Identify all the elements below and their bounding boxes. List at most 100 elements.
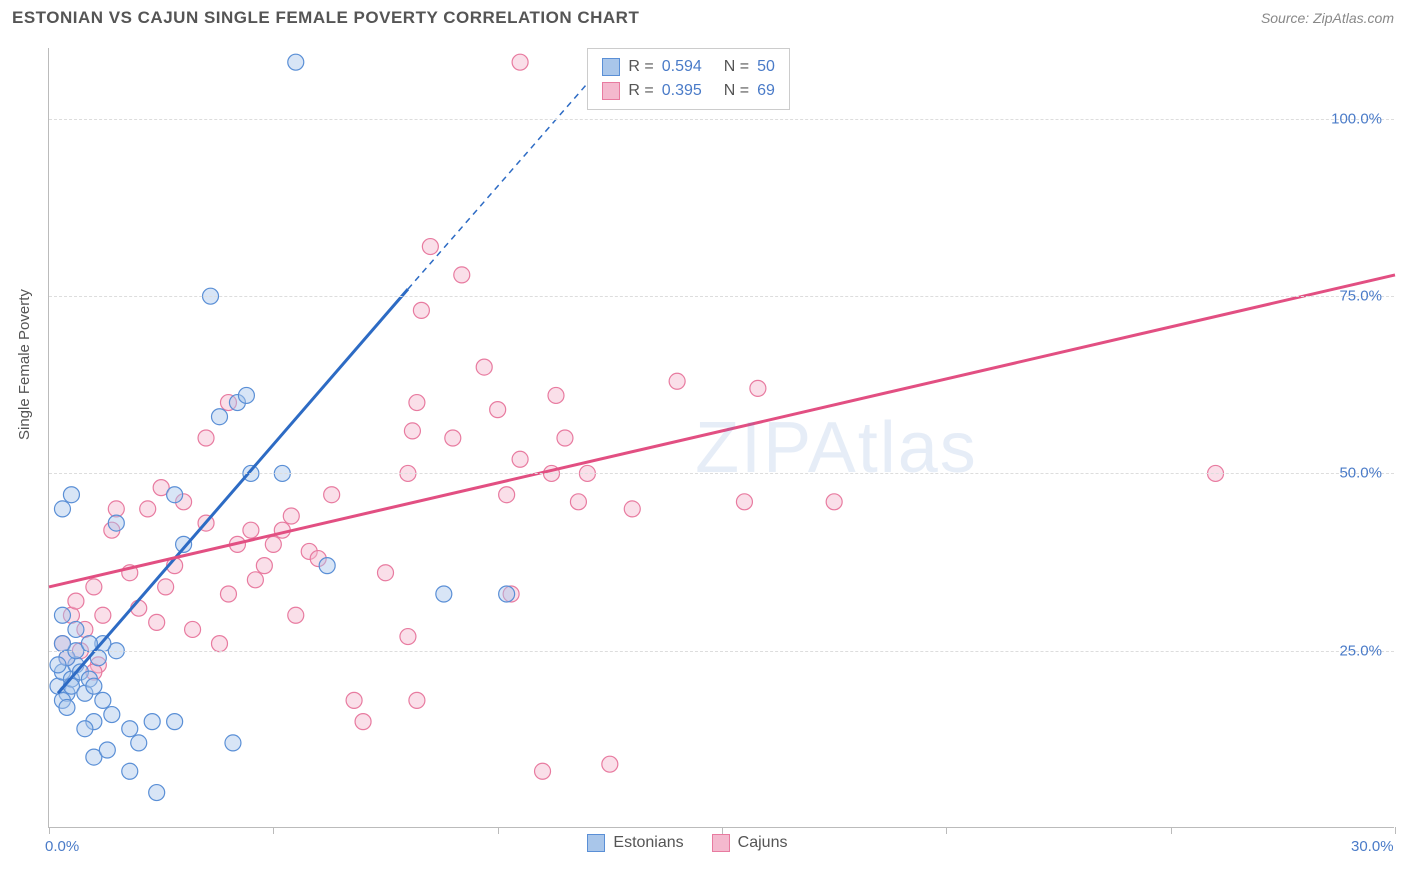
cajuns-point: [86, 579, 102, 595]
estonians-point: [211, 409, 227, 425]
cajuns-swatch: [602, 82, 620, 100]
estonians-point: [54, 636, 70, 652]
estonians-point: [225, 735, 241, 751]
cajuns-point: [220, 586, 236, 602]
y-tick-label: 100.0%: [1331, 110, 1382, 127]
gridline: [49, 119, 1394, 120]
cajuns-point: [409, 395, 425, 411]
estonians-point: [54, 501, 70, 517]
estonians-point: [499, 586, 515, 602]
cajuns-point: [355, 714, 371, 730]
cajuns-point: [400, 629, 416, 645]
x-tick-label: 30.0%: [1351, 838, 1394, 855]
cajuns-point: [499, 487, 515, 503]
estonians-regression-dash: [408, 83, 587, 289]
cajuns-point: [140, 501, 156, 517]
cajuns-point: [409, 692, 425, 708]
cajuns-point: [624, 501, 640, 517]
estonians-swatch: [587, 834, 605, 852]
estonians-point: [54, 607, 70, 623]
cajuns-point: [736, 494, 752, 510]
cajuns-point: [826, 494, 842, 510]
estonians-point: [122, 763, 138, 779]
cajuns-point: [185, 621, 201, 637]
estonians-point: [50, 657, 66, 673]
estonians-point: [86, 678, 102, 694]
legend-row: R = 0.395N = 69: [602, 79, 775, 103]
estonians-point: [436, 586, 452, 602]
legend-label: Estonians: [613, 834, 683, 852]
cajuns-point: [288, 607, 304, 623]
x-tick-label: 0.0%: [45, 838, 79, 855]
cajuns-regression-line: [49, 275, 1395, 587]
estonians-point: [149, 785, 165, 801]
plot-area: 25.0%50.0%75.0%100.0%0.0%30.0%ZIPAtlasR …: [48, 48, 1394, 828]
estonians-point: [319, 558, 335, 574]
cajuns-point: [149, 614, 165, 630]
cajuns-point: [265, 536, 281, 552]
cajuns-point: [476, 359, 492, 375]
estonians-point: [104, 707, 120, 723]
cajuns-point: [243, 522, 259, 538]
source-name: ZipAtlas.com: [1313, 10, 1394, 26]
gridline: [49, 473, 1394, 474]
x-tick: [1171, 827, 1172, 834]
cajuns-point: [454, 267, 470, 283]
cajuns-point: [602, 756, 618, 772]
estonians-point: [77, 721, 93, 737]
cajuns-point: [95, 607, 111, 623]
cajuns-point: [346, 692, 362, 708]
n-value: 69: [757, 79, 775, 103]
cajuns-point: [490, 402, 506, 418]
chart-svg: [49, 48, 1394, 827]
estonians-swatch: [602, 58, 620, 76]
cajuns-point: [324, 487, 340, 503]
cajuns-point: [669, 373, 685, 389]
cajuns-point: [256, 558, 272, 574]
estonians-point: [99, 742, 115, 758]
cajuns-point: [68, 593, 84, 609]
gridline: [49, 651, 1394, 652]
cajuns-point: [198, 430, 214, 446]
cajuns-point: [512, 54, 528, 70]
cajuns-point: [211, 636, 227, 652]
y-tick-label: 75.0%: [1339, 288, 1382, 305]
estonians-point: [95, 692, 111, 708]
r-value: 0.395: [662, 79, 702, 103]
series-legend: Estonians Cajuns: [587, 834, 787, 852]
y-axis-label: Single Female Poverty: [16, 289, 33, 440]
estonians-point: [238, 387, 254, 403]
y-tick-label: 25.0%: [1339, 642, 1382, 659]
cajuns-point: [413, 302, 429, 318]
cajuns-point: [422, 239, 438, 255]
r-value: 0.594: [662, 55, 702, 79]
estonians-point: [63, 487, 79, 503]
estonians-point: [108, 515, 124, 531]
estonians-point: [144, 714, 160, 730]
estonians-point: [167, 487, 183, 503]
n-label: N =: [724, 55, 749, 79]
r-label: R =: [628, 55, 653, 79]
estonians-point: [68, 621, 84, 637]
cajuns-point: [378, 565, 394, 581]
correlation-legend: R = 0.594N = 50R = 0.395N = 69: [587, 48, 790, 110]
x-tick: [722, 827, 723, 834]
cajuns-point: [750, 380, 766, 396]
legend-label: Cajuns: [738, 834, 788, 852]
estonians-point: [131, 735, 147, 751]
chart-header: ESTONIAN VS CAJUN SINGLE FEMALE POVERTY …: [0, 0, 1406, 32]
cajuns-point: [512, 451, 528, 467]
y-tick-label: 50.0%: [1339, 465, 1382, 482]
cajuns-point: [570, 494, 586, 510]
cajuns-point: [247, 572, 263, 588]
estonians-point: [122, 721, 138, 737]
cajuns-point: [535, 763, 551, 779]
chart-title: ESTONIAN VS CAJUN SINGLE FEMALE POVERTY …: [12, 8, 639, 28]
chart-source: Source: ZipAtlas.com: [1261, 10, 1394, 26]
cajuns-point: [445, 430, 461, 446]
legend-item-estonians: Estonians: [587, 834, 683, 852]
x-tick: [1395, 827, 1396, 834]
cajuns-point: [283, 508, 299, 524]
legend-row: R = 0.594N = 50: [602, 55, 775, 79]
estonians-point: [167, 714, 183, 730]
